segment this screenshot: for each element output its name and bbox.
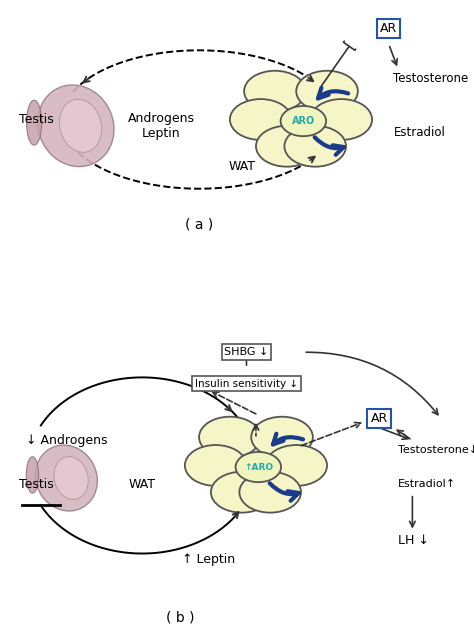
- Text: ( a ): ( a ): [185, 218, 213, 232]
- Circle shape: [284, 126, 346, 167]
- Text: WAT: WAT: [129, 478, 155, 491]
- Circle shape: [211, 472, 273, 513]
- Text: Estradiol↑: Estradiol↑: [398, 479, 456, 489]
- Circle shape: [199, 416, 261, 458]
- Text: AR: AR: [380, 22, 397, 35]
- Text: AR: AR: [371, 412, 388, 425]
- Text: WAT: WAT: [228, 160, 255, 173]
- Circle shape: [244, 71, 306, 112]
- Text: Testosterone↓: Testosterone↓: [398, 445, 474, 455]
- Ellipse shape: [27, 100, 42, 145]
- Circle shape: [256, 126, 318, 167]
- Circle shape: [230, 99, 292, 140]
- Text: Testis: Testis: [19, 478, 54, 491]
- Ellipse shape: [36, 445, 97, 511]
- Ellipse shape: [27, 457, 38, 493]
- Text: Estradiol: Estradiol: [393, 126, 445, 138]
- Circle shape: [265, 445, 327, 486]
- Text: Insulin sensitivity ↓: Insulin sensitivity ↓: [195, 379, 298, 389]
- Circle shape: [239, 472, 301, 513]
- Circle shape: [251, 416, 313, 458]
- Text: ↓ Androgens: ↓ Androgens: [26, 434, 107, 447]
- Circle shape: [281, 106, 326, 136]
- Circle shape: [185, 445, 246, 486]
- Circle shape: [236, 452, 281, 482]
- Text: ( b ): ( b ): [166, 611, 194, 625]
- Circle shape: [296, 71, 358, 112]
- Text: Testis: Testis: [19, 113, 54, 126]
- Text: LH ↓: LH ↓: [398, 535, 429, 547]
- Text: ↑ARO: ↑ARO: [244, 462, 273, 472]
- Text: ARO: ARO: [292, 116, 315, 126]
- Text: Testosterone: Testosterone: [393, 72, 469, 85]
- Circle shape: [310, 99, 372, 140]
- Ellipse shape: [38, 85, 114, 167]
- Ellipse shape: [54, 457, 88, 499]
- Ellipse shape: [60, 99, 101, 152]
- Text: Androgens
Leptin: Androgens Leptin: [128, 112, 195, 140]
- Text: SHBG ↓: SHBG ↓: [224, 347, 269, 357]
- Text: ↑ Leptin: ↑ Leptin: [182, 554, 235, 566]
